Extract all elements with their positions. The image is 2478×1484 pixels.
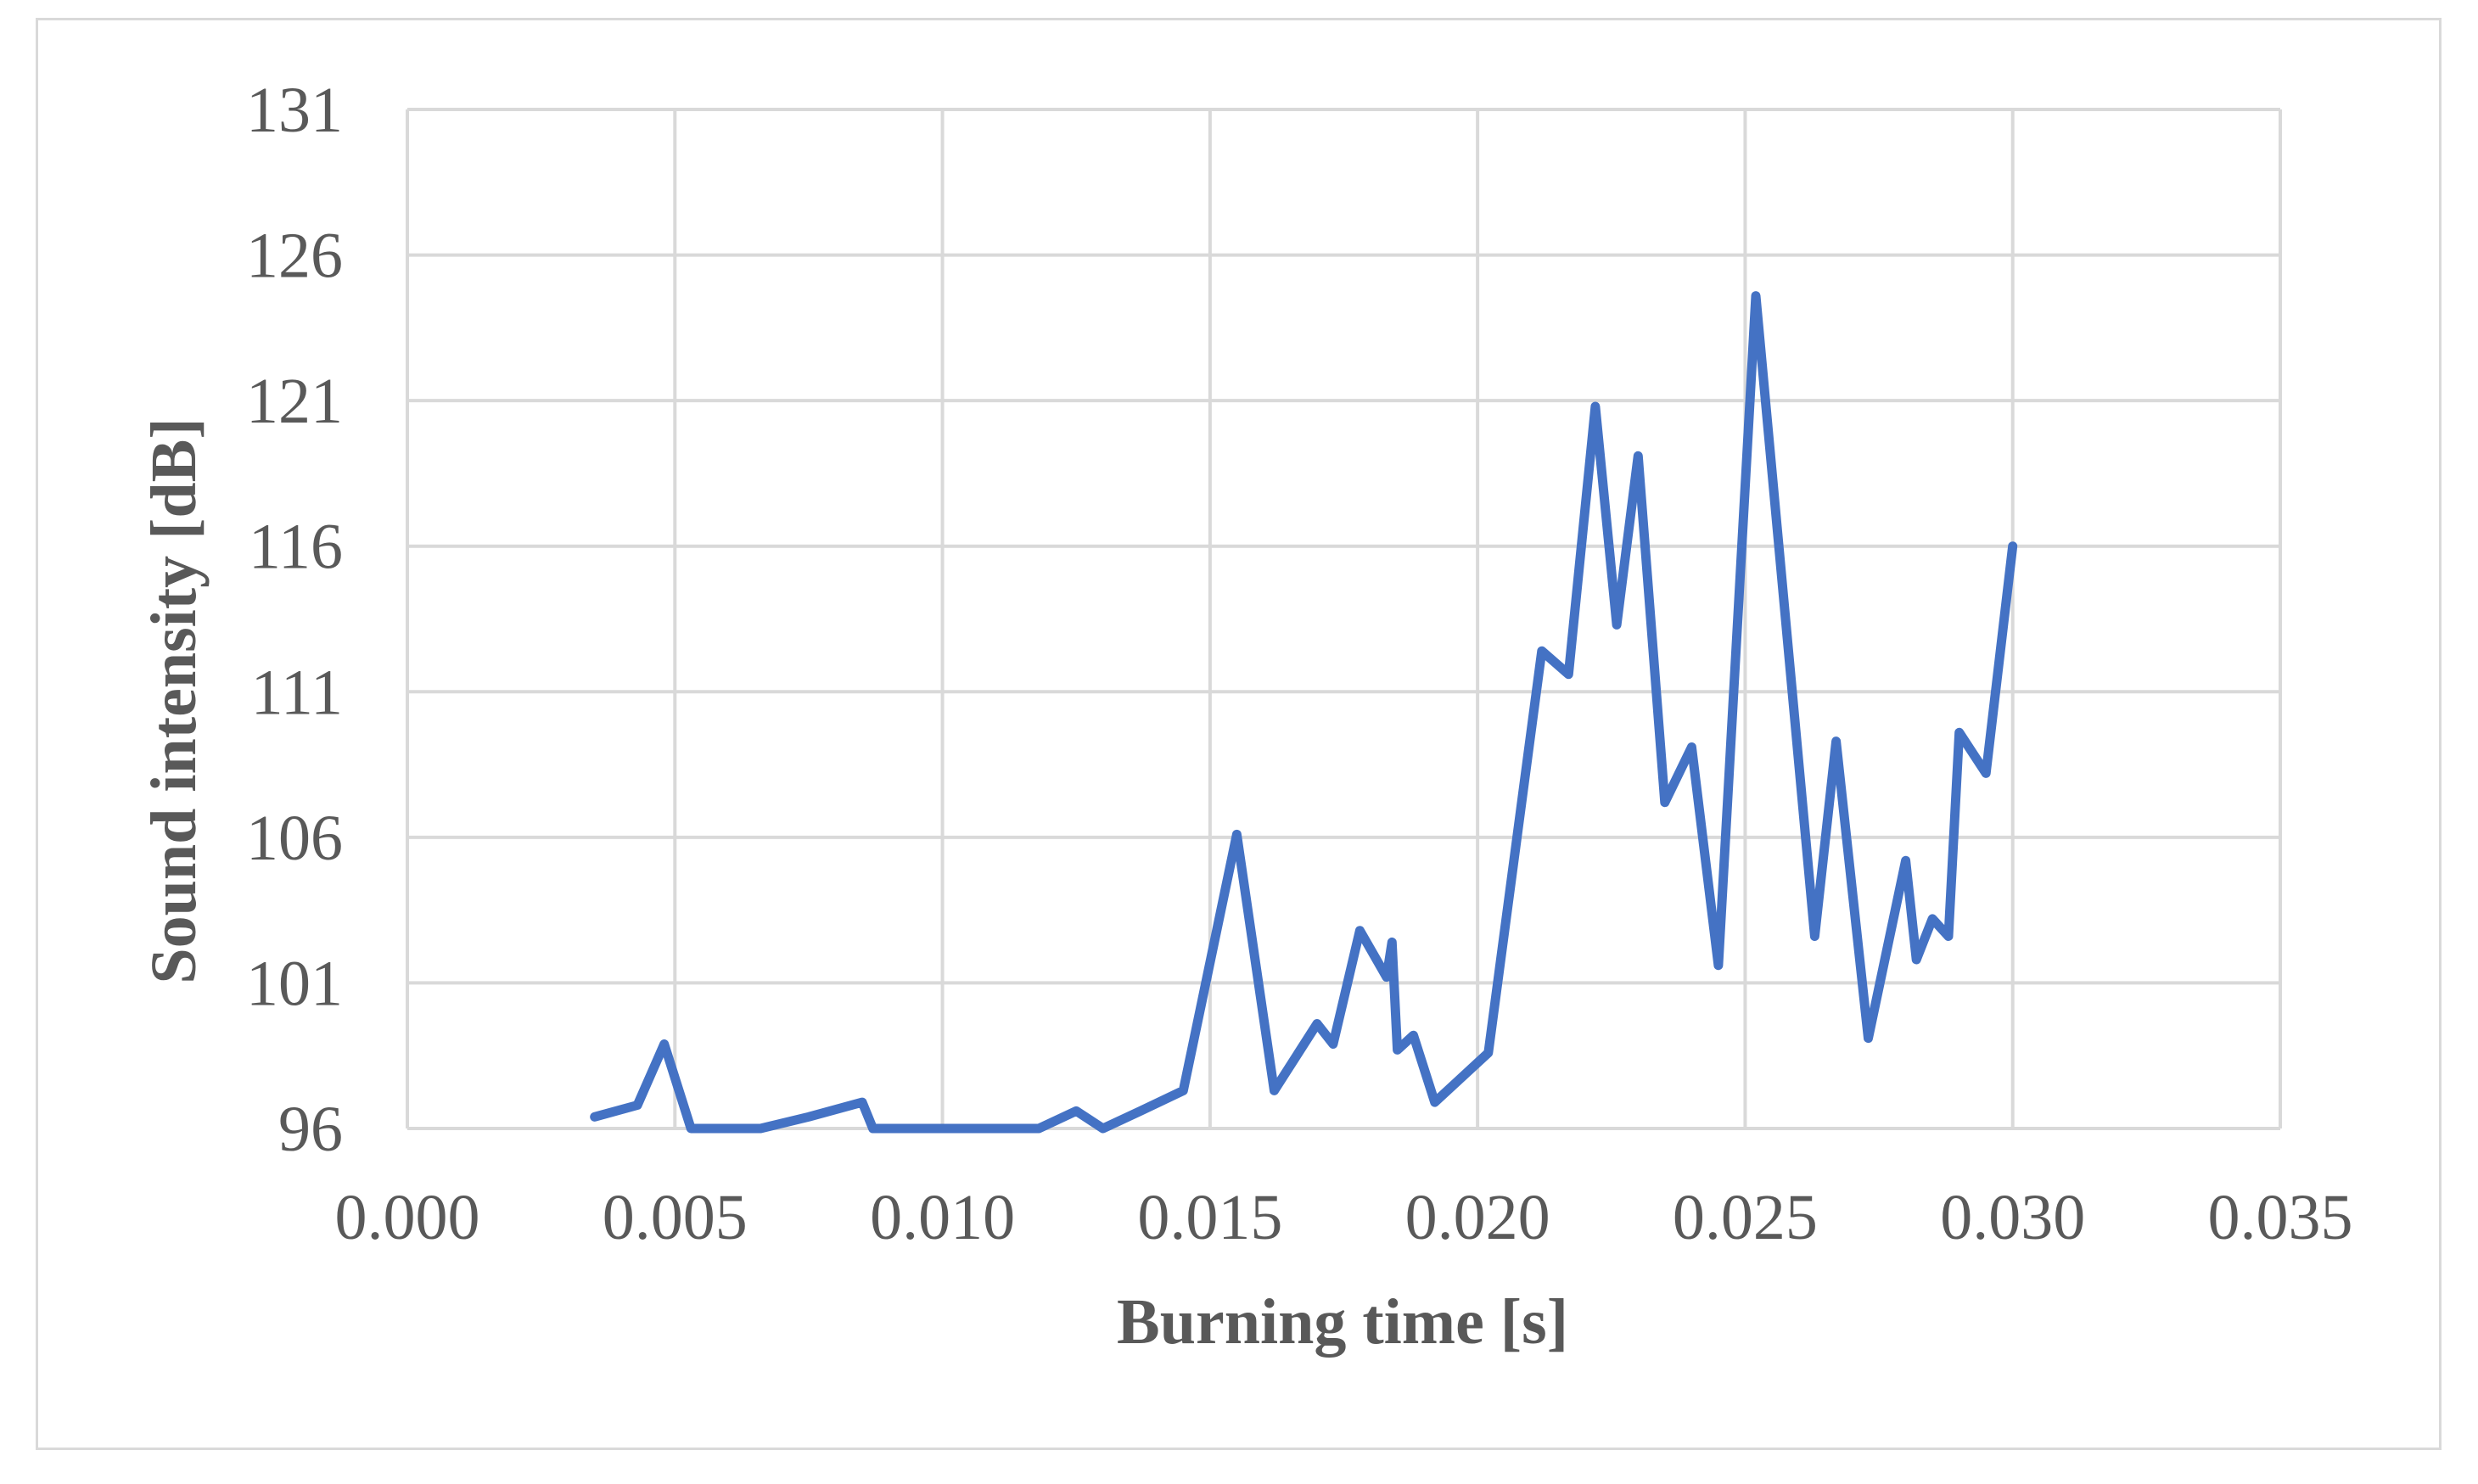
y-tick-label: 106 bbox=[246, 803, 343, 874]
y-tick-label: 101 bbox=[246, 948, 343, 1019]
y-tick-label: 116 bbox=[249, 512, 343, 583]
x-tick-label: 0.030 bbox=[1940, 1182, 2085, 1253]
x-tick-label: 0.010 bbox=[870, 1182, 1015, 1253]
y-tick-label: 131 bbox=[246, 75, 343, 146]
x-tick-labels: 0.000 0.005 0.010 0.015 0.020 0.025 0.030 0.035 bbox=[335, 1182, 2353, 1253]
x-tick-label: 0.000 bbox=[335, 1182, 480, 1253]
y-tick-label: 121 bbox=[246, 366, 343, 437]
y-tick-label: 126 bbox=[246, 221, 343, 292]
grid-lines bbox=[406, 108, 2282, 1130]
x-tick-label: 0.025 bbox=[1673, 1182, 1818, 1253]
x-tick-label: 0.035 bbox=[2208, 1182, 2353, 1253]
y-tick-label: 96 bbox=[278, 1094, 343, 1165]
x-tick-label: 0.020 bbox=[1405, 1182, 1550, 1253]
x-tick-label: 0.005 bbox=[603, 1182, 748, 1253]
series-line bbox=[590, 291, 2018, 1134]
y-tick-label: 111 bbox=[251, 657, 343, 728]
y-axis-title: Sound intensity [dB] bbox=[138, 417, 210, 983]
y-tick-labels: 96 101 106 111 116 121 126 131 bbox=[246, 75, 343, 1165]
series-layer bbox=[590, 291, 2018, 1134]
x-tick-label: 0.015 bbox=[1137, 1182, 1282, 1253]
x-axis-title: Burning time [s] bbox=[1117, 1286, 1568, 1358]
